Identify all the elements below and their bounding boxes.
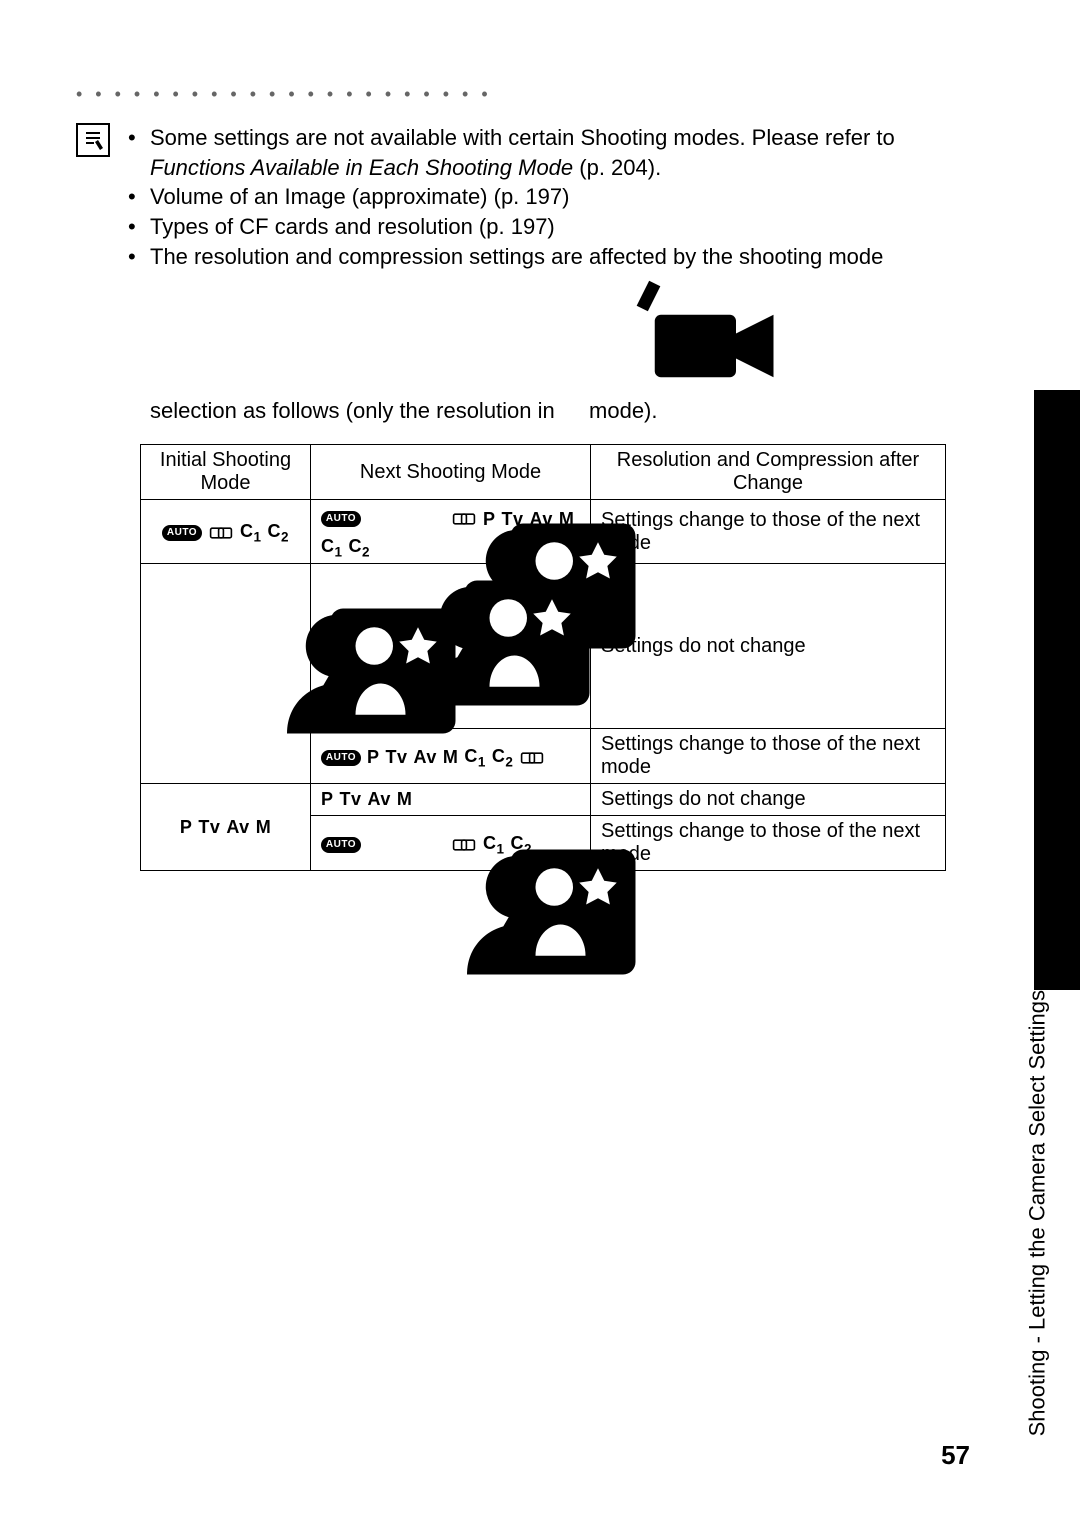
mode-text: Av	[368, 789, 391, 810]
bullet-item: Types of CF cards and resolution (p. 197…	[128, 212, 946, 242]
bullet-item: Some settings are not available with cer…	[128, 123, 946, 182]
night-scene-icon	[243, 596, 265, 612]
night-scene-icon	[377, 568, 399, 584]
next-mode-cell	[311, 564, 591, 729]
mode-c1: C1	[321, 536, 343, 560]
mode-c1: C1	[464, 746, 486, 770]
mode-text: M	[256, 817, 272, 838]
side-tab	[1034, 390, 1080, 990]
stitch-assist-icon	[451, 837, 477, 853]
note-icon	[76, 123, 110, 157]
bullet-text: mode).	[589, 398, 657, 423]
page-number: 57	[941, 1440, 970, 1471]
movie-icon	[561, 271, 583, 291]
mode-text: Av	[414, 747, 437, 768]
initial-mode-cell: AUTO C1 C2	[141, 500, 311, 564]
mode-text: P	[321, 789, 334, 810]
stitch-assist-icon	[451, 511, 477, 527]
result-cell: Settings change to those of the next mod…	[591, 816, 946, 871]
mode-text: Av	[530, 509, 553, 530]
bullet-item: Volume of an Image (approximate) (p. 197…	[128, 182, 946, 212]
initial-mode-cell: P Tv Av M	[141, 784, 311, 871]
bullet-text: Some settings are not available with cer…	[150, 125, 895, 150]
result-cell: Settings change to those of the next mod…	[591, 500, 946, 564]
landscape-icon	[215, 596, 237, 612]
landscape-icon	[349, 568, 371, 584]
landscape-icon	[395, 511, 417, 527]
note-block: Some settings are not available with cer…	[76, 123, 946, 426]
portrait-icon	[321, 568, 343, 584]
portrait-icon	[367, 837, 389, 853]
mode-c1: C1	[240, 521, 262, 545]
bullet-text: Types of CF cards and resolution (p. 197…	[150, 214, 555, 239]
mode-text: M	[559, 509, 575, 530]
bullet-text: Volume of an Image (approximate) (p. 197…	[150, 184, 569, 209]
mode-c2: C2	[349, 536, 371, 560]
result-cell: Settings do not change	[591, 784, 946, 816]
auto-icon: AUTO	[321, 750, 361, 766]
mode-text: Tv	[386, 747, 408, 768]
table-row: Settings do not change	[141, 564, 946, 729]
mode-text: Tv	[502, 509, 524, 530]
initial-mode-cell	[141, 564, 311, 784]
bullet-item: The resolution and compression settings …	[128, 242, 946, 426]
mode-text: P	[367, 747, 380, 768]
mode-c2: C2	[492, 746, 514, 770]
auto-icon: AUTO	[321, 837, 361, 853]
stitch-assist-icon	[519, 750, 545, 766]
page-content: •••••••••••••••••••••• Some settings are…	[76, 84, 946, 871]
mode-text: Tv	[198, 817, 220, 838]
table-header: Resolution and Compression after Change	[591, 445, 946, 500]
mode-text: P	[180, 817, 193, 838]
next-mode-cell: AUTO C1 C2	[311, 816, 591, 871]
table-row: AUTO C1 C2AUTO P Tv Av M C1 C2Settings c…	[141, 500, 946, 564]
mode-text: Av	[226, 817, 249, 838]
stitch-assist-icon	[208, 525, 234, 541]
next-mode-cell: AUTO P Tv Av M C1 C2	[311, 500, 591, 564]
mode-change-table: Initial Shooting Mode Next Shooting Mode…	[140, 444, 946, 871]
portrait-icon	[367, 511, 389, 527]
landscape-icon	[395, 837, 417, 853]
bullet-list: Some settings are not available with cer…	[128, 123, 946, 426]
mode-text: M	[397, 789, 413, 810]
auto-icon: AUTO	[321, 511, 361, 527]
night-scene-icon	[423, 511, 445, 527]
bullet-text: (p. 204).	[573, 155, 661, 180]
night-scene-icon	[423, 837, 445, 853]
table-header: Next Shooting Mode	[311, 445, 591, 500]
mode-c2: C2	[511, 833, 533, 857]
bullet-text-italic: Functions Available in Each Shooting Mod…	[150, 155, 573, 180]
mode-text: M	[443, 747, 459, 768]
note-body: Some settings are not available with cer…	[128, 123, 946, 426]
table-row: P Tv Av MP Tv Av MSettings do not change	[141, 784, 946, 816]
table-header: Initial Shooting Mode	[141, 445, 311, 500]
side-label: Shooting - Letting the Camera Select Set…	[1024, 990, 1050, 1436]
auto-icon: AUTO	[162, 525, 202, 541]
portrait-icon	[187, 596, 209, 612]
result-cell: Settings change to those of the next mod…	[591, 729, 946, 784]
next-mode-cell: P Tv Av M	[311, 784, 591, 816]
dotted-rule: ••••••••••••••••••••••	[76, 84, 946, 105]
mode-c1: C1	[483, 833, 505, 857]
mode-c2: C2	[268, 521, 290, 545]
mode-text: Tv	[340, 789, 362, 810]
mode-text: P	[483, 509, 496, 530]
